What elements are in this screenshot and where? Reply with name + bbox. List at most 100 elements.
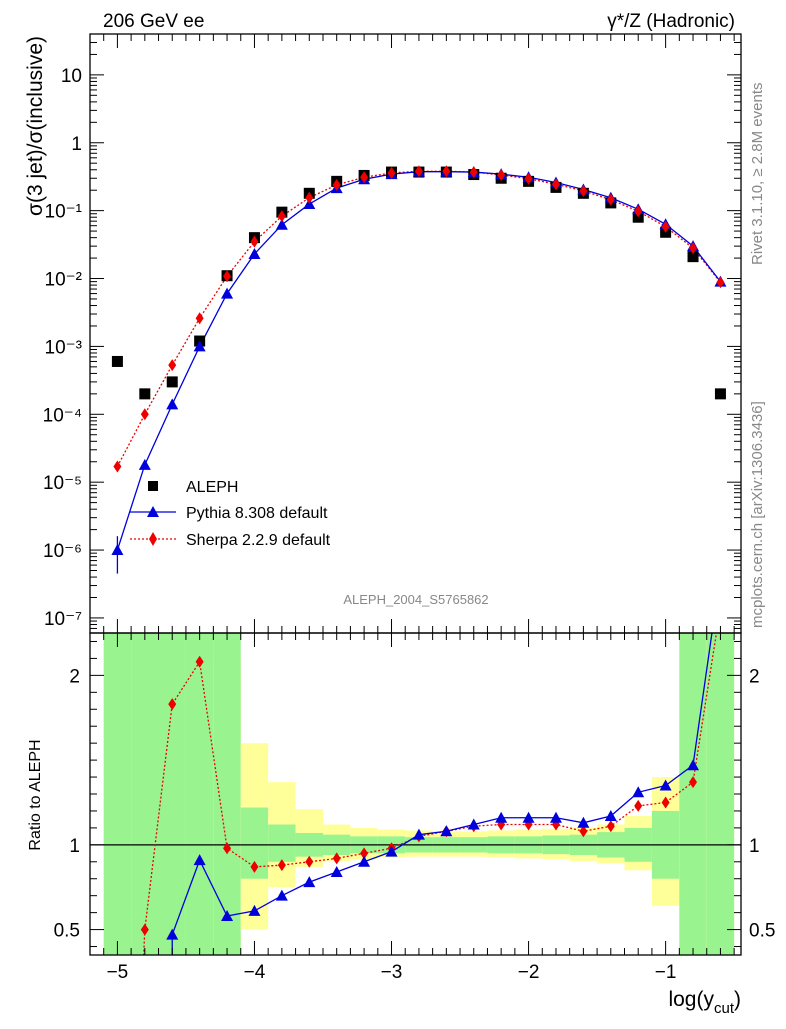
sherpa-main-point	[469, 166, 478, 179]
sherpa-ratio-point	[332, 852, 341, 865]
pythia-ratio-point	[659, 779, 672, 791]
pythia-ratio-point	[604, 810, 617, 822]
main-y-axis-title: σ(3 jet)/σ(inclusive)	[24, 36, 47, 216]
sherpa-ratio-point	[223, 842, 232, 855]
y-tick-label: 10⁻¹	[45, 202, 83, 223]
x-axis-title: log(ycut)	[668, 988, 741, 1017]
y-tick-label: 10	[61, 66, 82, 87]
ratio-y-tick-label-right: 0.5	[749, 921, 775, 942]
sherpa-ratio-point	[195, 655, 204, 668]
sherpa-main-point	[360, 171, 369, 184]
legend-marker-aleph	[148, 481, 158, 491]
sherpa-main-point	[195, 312, 204, 325]
pythia-ratio-point	[687, 759, 700, 771]
pythia-ratio-point	[467, 818, 480, 830]
aleph-data-point	[139, 388, 151, 400]
pythia-ratio-point	[385, 845, 398, 857]
ratio-uncertainty-bands	[90, 633, 741, 955]
side-label-rivet: Rivet 3.1.10, ≥ 2.8M events	[749, 83, 766, 266]
y-tick-label: 10⁻⁵	[43, 473, 82, 494]
y-tick-label: 1	[71, 134, 82, 155]
x-tick-label: −5	[107, 962, 129, 983]
pythia-main-point	[111, 544, 124, 556]
pythia-main-point	[248, 247, 261, 259]
sherpa-main-point	[661, 220, 670, 233]
pythia-ratio-point	[221, 910, 234, 922]
sherpa-main-point	[579, 184, 588, 197]
legend-marker-pythia	[147, 506, 159, 517]
pythia-main-point	[193, 340, 206, 352]
sherpa-ratio-point	[661, 796, 670, 809]
header-left-label: 206 GeV ee	[103, 11, 204, 32]
legend: ALEPH Pythia 8.308 default Sherpa 2.2.9 …	[130, 479, 331, 549]
ratio-y-axis-title: Ratio to ALEPH	[27, 739, 44, 850]
ratio-y-tick-label-left: 2	[69, 666, 80, 687]
axes-frames: −5 −4 −3 −2 −1 10⁻⁷ 10⁻⁶ 10⁻⁵ 10⁻⁴ 10⁻³ 10⁻² 10⁻¹ 1 1…	[43, 33, 775, 983]
sherpa-main-point	[414, 165, 423, 178]
pythia-ratio-point	[193, 854, 206, 866]
y-tick-label: 10⁻³	[45, 337, 83, 358]
pythia-ratio-point	[275, 889, 288, 901]
aleph-data-point	[714, 388, 726, 400]
sherpa-main-point	[332, 178, 341, 191]
sherpa-main-point	[606, 193, 615, 206]
sherpa-main-point	[442, 165, 451, 178]
pythia-ratio-point	[632, 786, 645, 798]
x-axis-title-subscript: cut	[714, 1000, 735, 1017]
sherpa-main-point	[168, 359, 177, 372]
sherpa-main-point	[524, 172, 533, 185]
legend-label-pythia: Pythia 8.308 default	[186, 505, 328, 522]
band-inner-bin	[679, 633, 707, 955]
pythia-ratio-point	[358, 855, 371, 867]
band-inner-bin	[706, 633, 735, 955]
band-inner-bin	[131, 633, 159, 955]
sherpa-main-point	[305, 191, 314, 204]
ratio-panel	[140, 633, 718, 955]
ratio-y-tick-label-right: 1	[749, 836, 760, 857]
band-inner-bin	[268, 824, 296, 862]
pythia-ratio-point	[303, 876, 316, 888]
ratio-y-tick-label-right: 2	[749, 666, 760, 687]
pythia-ratio-point	[549, 811, 562, 823]
sherpa-main-point	[250, 235, 259, 248]
analysis-label: ALEPH_2004_S5765862	[343, 592, 488, 607]
aleph-data-point	[111, 355, 123, 367]
sherpa-main-point	[634, 205, 643, 218]
main-panel	[111, 165, 727, 574]
sherpa-main-point	[140, 408, 149, 421]
sherpa-ratio-point	[305, 855, 314, 868]
sherpa-ratio-point	[634, 799, 643, 812]
sherpa-main-point	[223, 270, 232, 283]
pythia-main-point	[275, 218, 288, 230]
sherpa-ratio-line	[144, 633, 718, 930]
pythia-ratio-point	[166, 928, 179, 940]
x-tick-label: −4	[244, 962, 266, 983]
y-tick-label: 10⁻⁴	[43, 405, 82, 426]
sherpa-main-point	[689, 242, 698, 255]
y-tick-label: 10⁻²	[45, 270, 83, 291]
ratio-y-tick-label-left: 1	[69, 836, 80, 857]
pythia-main-point	[166, 398, 179, 410]
aleph-data-point	[166, 376, 178, 388]
sherpa-main-line	[116, 170, 721, 467]
band-inner-bin	[103, 633, 132, 955]
x-tick-label: −2	[518, 962, 540, 983]
legend-label-aleph: ALEPH	[186, 479, 238, 496]
band-inner-bin	[213, 633, 241, 955]
sherpa-main-point	[387, 166, 396, 179]
x-tick-label: −1	[655, 962, 677, 983]
pythia-main-point	[138, 458, 151, 470]
legend-marker-sherpa	[149, 532, 157, 546]
sherpa-main-point	[277, 210, 286, 223]
pythia-ratio-point	[495, 811, 508, 823]
band-inner-bin	[185, 633, 214, 955]
x-tick-label: −3	[381, 962, 403, 983]
sherpa-main-point	[551, 178, 560, 191]
legend-label-sherpa: Sherpa 2.2.9 default	[186, 532, 331, 549]
sherpa-main-point	[113, 460, 122, 473]
y-tick-label: 10⁻⁶	[43, 541, 82, 562]
pythia-ratio-point	[412, 828, 425, 840]
sherpa-main-point	[716, 276, 725, 289]
